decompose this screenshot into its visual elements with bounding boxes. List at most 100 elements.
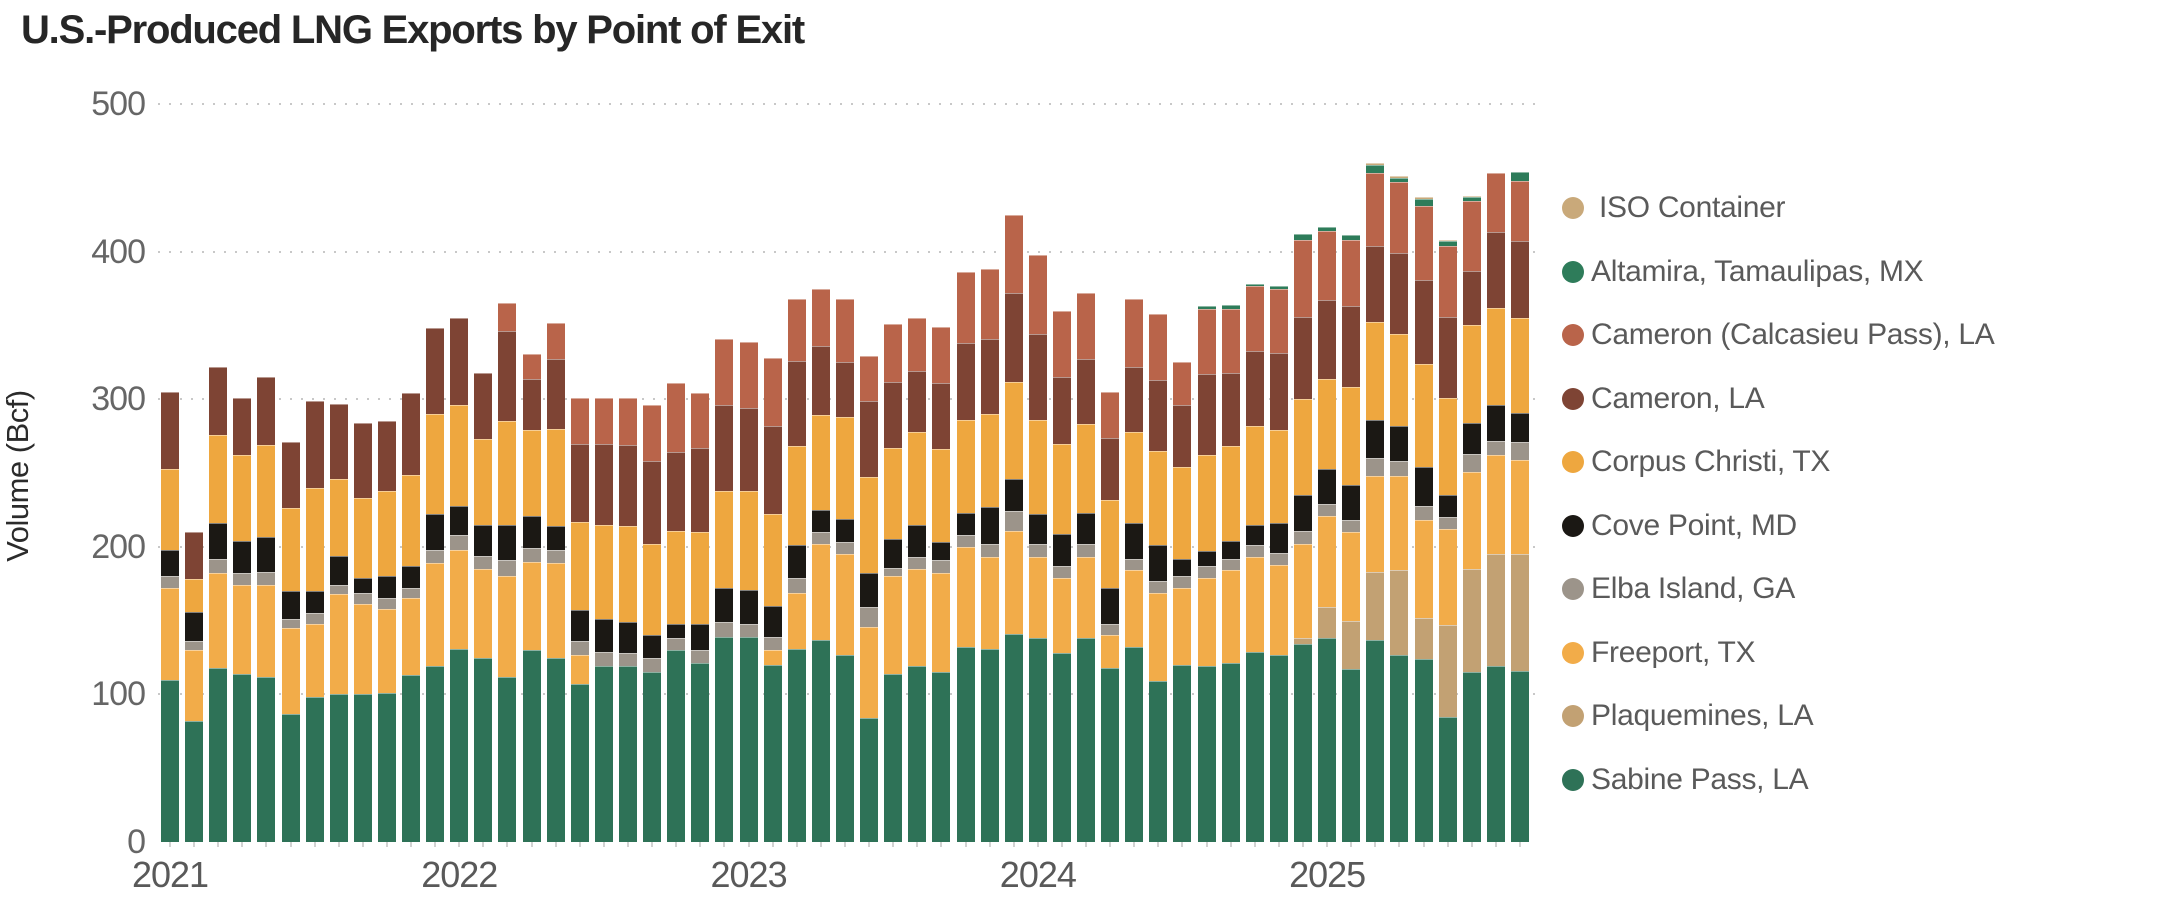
- segment-2025-02-sabine-pass-la[interactable]: [1342, 669, 1361, 842]
- segment-2022-11-cameron-calcasieu-pass-la[interactable]: [691, 393, 710, 448]
- segment-2023-11-sabine-pass-la[interactable]: [980, 648, 999, 842]
- segment-2025-02-freeport-tx[interactable]: [1342, 532, 1361, 621]
- segment-2021-06-sabine-pass-la[interactable]: [281, 713, 300, 842]
- segment-2022-01-freeport-tx[interactable]: [450, 549, 469, 649]
- segment-2021-01-corpus-christi-tx[interactable]: [161, 468, 179, 550]
- segment-2023-03-sabine-pass-la[interactable]: [787, 648, 806, 842]
- segment-2021-12-sabine-pass-la[interactable]: [426, 666, 445, 842]
- segment-2024-09-cameron-la[interactable]: [1221, 372, 1240, 447]
- segment-2025-09-freeport-tx[interactable]: [1510, 459, 1529, 555]
- legend-item-plaquemines-la[interactable]: Plaquemines, LA: [1562, 699, 1814, 733]
- segment-2025-06-elba-island-ga[interactable]: [1438, 517, 1457, 530]
- segment-2022-05-sabine-pass-la[interactable]: [546, 657, 565, 842]
- segment-2022-02-sabine-pass-la[interactable]: [474, 657, 493, 842]
- segment-2022-08-cove-point-md[interactable]: [619, 622, 638, 654]
- segment-2025-03-corpus-christi-tx[interactable]: [1366, 322, 1385, 420]
- segment-2021-07-corpus-christi-tx[interactable]: [305, 487, 324, 592]
- segment-2022-01-cove-point-md[interactable]: [450, 505, 469, 536]
- bar-2024-01[interactable]: [1028, 254, 1047, 842]
- segment-2024-07-cameron-calcasieu-pass-la[interactable]: [1173, 362, 1192, 406]
- segment-2023-04-corpus-christi-tx[interactable]: [811, 415, 830, 510]
- segment-2023-11-corpus-christi-tx[interactable]: [980, 414, 999, 507]
- segment-2023-05-elba-island-ga[interactable]: [835, 542, 854, 555]
- segment-2023-03-cameron-la[interactable]: [787, 360, 806, 447]
- segment-2025-04-iso-container[interactable]: [1390, 176, 1409, 178]
- segment-2023-07-sabine-pass-la[interactable]: [884, 673, 903, 842]
- segment-2023-10-corpus-christi-tx[interactable]: [956, 419, 975, 513]
- bar-2021-09[interactable]: [353, 422, 372, 842]
- bar-2025-05[interactable]: [1414, 197, 1433, 842]
- segment-2022-02-elba-island-ga[interactable]: [474, 555, 493, 569]
- segment-2023-03-cove-point-md[interactable]: [787, 545, 806, 578]
- segment-2022-09-elba-island-ga[interactable]: [643, 657, 662, 673]
- segment-2023-02-cameron-la[interactable]: [763, 425, 782, 515]
- segment-2025-07-freeport-tx[interactable]: [1462, 471, 1481, 569]
- segment-2025-09-plaquemines-la[interactable]: [1510, 554, 1529, 671]
- segment-2021-03-corpus-christi-tx[interactable]: [209, 434, 228, 524]
- bar-2025-04[interactable]: [1390, 176, 1409, 842]
- segment-2025-02-corpus-christi-tx[interactable]: [1342, 387, 1361, 485]
- segment-2022-05-cameron-calcasieu-pass-la[interactable]: [546, 322, 565, 360]
- segment-2024-10-cove-point-md[interactable]: [1245, 524, 1264, 546]
- segment-2021-05-cameron-la[interactable]: [257, 377, 276, 445]
- segment-2022-12-cove-point-md[interactable]: [715, 588, 734, 623]
- segment-2025-07-corpus-christi-tx[interactable]: [1462, 325, 1481, 423]
- segment-2024-11-cove-point-md[interactable]: [1269, 523, 1288, 553]
- segment-2022-08-cameron-calcasieu-pass-la[interactable]: [619, 397, 638, 445]
- bar-2025-03[interactable]: [1366, 163, 1385, 842]
- segment-2025-01-corpus-christi-tx[interactable]: [1318, 378, 1337, 469]
- segment-2022-12-elba-island-ga[interactable]: [715, 622, 734, 637]
- segment-2023-07-cameron-la[interactable]: [884, 381, 903, 448]
- bar-2025-01[interactable]: [1318, 226, 1337, 842]
- segment-2025-01-sabine-pass-la[interactable]: [1318, 638, 1337, 842]
- segment-2024-05-cove-point-md[interactable]: [1125, 523, 1144, 559]
- bar-2023-03[interactable]: [787, 298, 806, 842]
- segment-2025-07-altamira-tamaulipas-mx[interactable]: [1462, 197, 1481, 202]
- segment-2022-02-freeport-tx[interactable]: [474, 568, 493, 658]
- segment-2023-06-cameron-la[interactable]: [860, 400, 879, 478]
- segment-2022-12-corpus-christi-tx[interactable]: [715, 490, 734, 589]
- segment-2024-01-cove-point-md[interactable]: [1028, 514, 1047, 544]
- segment-2021-12-elba-island-ga[interactable]: [426, 549, 445, 564]
- segment-2021-10-corpus-christi-tx[interactable]: [377, 490, 396, 577]
- segment-2025-08-elba-island-ga[interactable]: [1486, 440, 1505, 456]
- bar-2022-07[interactable]: [594, 397, 613, 842]
- legend-item-cove-point-md[interactable]: Cove Point, MD: [1562, 509, 1797, 543]
- segment-2021-12-cove-point-md[interactable]: [426, 514, 445, 550]
- segment-2024-12-elba-island-ga[interactable]: [1294, 530, 1313, 544]
- segment-2025-08-freeport-tx[interactable]: [1486, 455, 1505, 555]
- segment-2021-02-elba-island-ga[interactable]: [185, 641, 204, 651]
- segment-2022-06-freeport-tx[interactable]: [570, 654, 589, 685]
- segment-2025-03-elba-island-ga[interactable]: [1366, 458, 1385, 476]
- bar-2023-01[interactable]: [739, 341, 758, 842]
- segment-2021-07-cameron-la[interactable]: [305, 400, 324, 488]
- segment-2023-09-cove-point-md[interactable]: [932, 542, 951, 561]
- bar-2022-11[interactable]: [691, 393, 710, 842]
- legend-item-altamira-tamaulipas-mx[interactable]: Altamira, Tamaulipas, MX: [1562, 255, 1924, 289]
- segment-2021-07-freeport-tx[interactable]: [305, 623, 324, 698]
- segment-2024-09-cove-point-md[interactable]: [1221, 540, 1240, 559]
- segment-2022-04-sabine-pass-la[interactable]: [522, 650, 541, 842]
- segment-2021-03-cove-point-md[interactable]: [209, 523, 228, 559]
- segment-2025-03-iso-container[interactable]: [1366, 163, 1385, 165]
- segment-2023-06-elba-island-ga[interactable]: [860, 607, 879, 627]
- segment-2022-01-cameron-la[interactable]: [450, 318, 469, 406]
- segment-2024-12-cove-point-md[interactable]: [1294, 495, 1313, 531]
- segment-2025-05-cameron-calcasieu-pass-la[interactable]: [1414, 205, 1433, 280]
- segment-2025-06-iso-container[interactable]: [1438, 239, 1457, 242]
- segment-2022-06-cameron-calcasieu-pass-la[interactable]: [570, 397, 589, 444]
- segment-2025-09-corpus-christi-tx[interactable]: [1510, 318, 1529, 413]
- bar-2022-02[interactable]: [474, 372, 493, 842]
- segment-2023-01-sabine-pass-la[interactable]: [739, 636, 758, 842]
- segment-2023-09-elba-island-ga[interactable]: [932, 560, 951, 574]
- segment-2023-05-cameron-la[interactable]: [835, 362, 854, 417]
- segment-2022-01-elba-island-ga[interactable]: [450, 535, 469, 550]
- segment-2021-09-elba-island-ga[interactable]: [353, 592, 372, 605]
- segment-2023-07-freeport-tx[interactable]: [884, 576, 903, 674]
- segment-2024-11-cameron-la[interactable]: [1269, 353, 1288, 431]
- segment-2022-04-cameron-calcasieu-pass-la[interactable]: [522, 353, 541, 379]
- bar-2024-03[interactable]: [1077, 292, 1096, 842]
- segment-2024-05-cameron-calcasieu-pass-la[interactable]: [1125, 298, 1144, 367]
- segment-2024-04-corpus-christi-tx[interactable]: [1101, 499, 1120, 589]
- segment-2021-07-elba-island-ga[interactable]: [305, 613, 324, 624]
